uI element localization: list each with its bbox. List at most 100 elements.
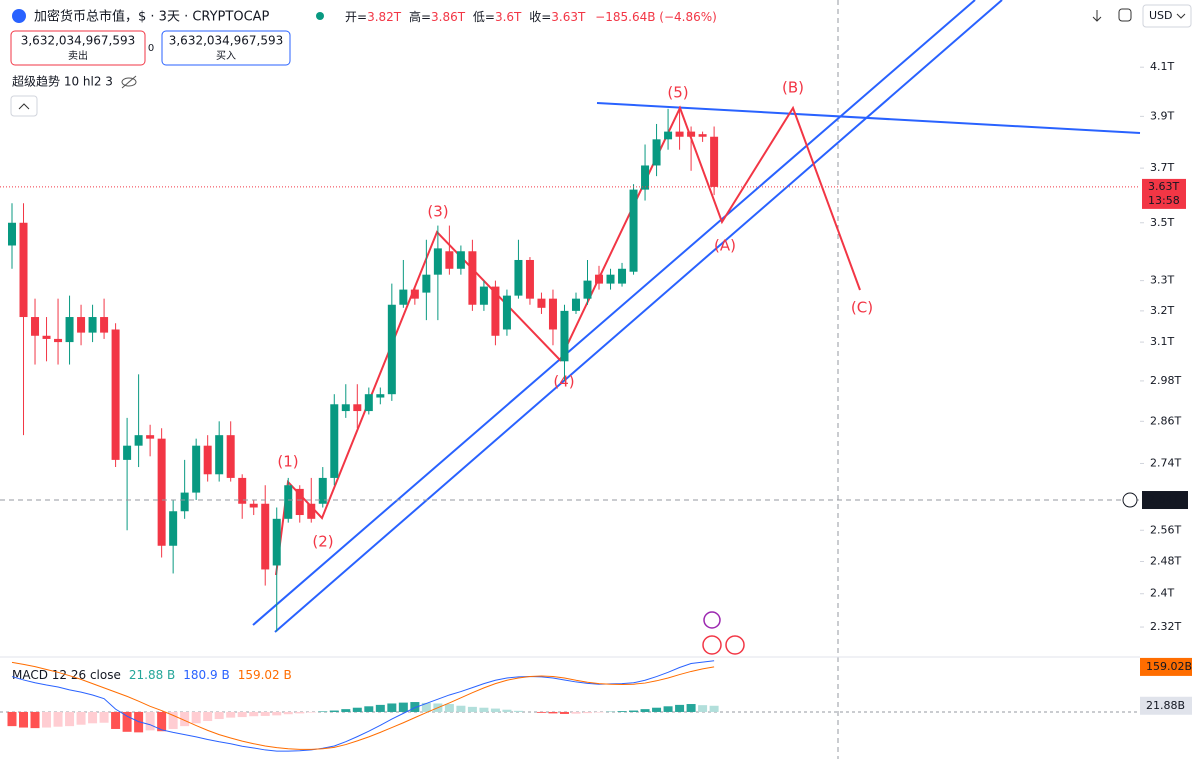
last-price-label: 3.63T	[1148, 180, 1179, 193]
candle-body	[157, 438, 166, 546]
histogram-bar	[42, 711, 52, 728]
histogram-bar	[88, 711, 98, 724]
wave-label: (3)	[427, 203, 448, 221]
wave-label: (2)	[312, 533, 333, 551]
histogram-bar	[168, 711, 178, 729]
ohlc-value: 3.82T	[367, 10, 402, 24]
buy-label: 买入	[216, 50, 236, 62]
candle-body	[629, 189, 638, 272]
candle-body	[261, 503, 270, 570]
spread: 0	[148, 43, 154, 54]
drawings	[252, 0, 1141, 633]
macd-legend: MACD 12 26 close 21.88 B 180.9 B 159.02 B	[12, 668, 292, 682]
macd-line	[11, 661, 715, 750]
axis-value-box	[1140, 657, 1192, 676]
last-price-box	[1142, 178, 1186, 209]
y-tick-label: 4.1T	[1150, 60, 1174, 73]
screenshot-icon[interactable]	[1118, 8, 1132, 22]
candle-body	[468, 251, 477, 305]
histogram-bar	[295, 711, 305, 714]
histogram-bar	[456, 705, 466, 712]
crosshair-box	[1142, 491, 1188, 510]
macd-value: 180.9 B	[183, 668, 229, 682]
event-icon[interactable]	[703, 611, 721, 629]
candle-body	[687, 131, 696, 137]
event-icon[interactable]	[702, 635, 722, 655]
histogram-bar	[467, 706, 477, 712]
candle-body	[445, 251, 454, 269]
axis-value-label: 159.02B	[1146, 660, 1192, 673]
candle-body	[88, 317, 97, 333]
candle-body	[675, 131, 684, 137]
collapse-button[interactable]	[10, 95, 38, 117]
buy-price: 3,632,034,967,593	[169, 34, 284, 48]
ohlc-label: 高=	[409, 9, 431, 24]
event-icons	[702, 611, 745, 655]
candle-body	[583, 280, 592, 299]
candle-body	[146, 435, 155, 439]
histogram-bar	[675, 704, 685, 712]
histogram-bar	[203, 711, 213, 722]
histogram-bar	[652, 707, 662, 712]
add-button	[1122, 492, 1138, 508]
trend-line	[252, 0, 976, 626]
countdown: 13:58	[1148, 194, 1180, 207]
histogram-bar	[698, 705, 708, 712]
y-tick-label: 3.3T	[1150, 274, 1174, 287]
candle-body	[502, 295, 511, 330]
candle-body	[652, 139, 661, 166]
download-icon[interactable]	[1092, 10, 1102, 22]
buy-button[interactable]	[161, 30, 291, 66]
candle-body	[284, 485, 293, 519]
logo	[12, 9, 26, 23]
ohlc-legend: 开=3.82T 高=3.86T 低=3.6T 收=3.63T −185.64B …	[345, 9, 717, 24]
y-tick-label: 2.48T	[1150, 554, 1181, 567]
histogram-bar	[410, 702, 420, 712]
candle-body	[19, 222, 28, 318]
ohlc-value: 3.63T	[551, 10, 586, 24]
candle-body	[387, 304, 396, 395]
candle-body	[100, 317, 109, 333]
histogram-bar	[19, 711, 29, 728]
macd-value: 21.88 B	[129, 668, 175, 682]
candle-body	[571, 298, 580, 311]
candle-body	[238, 477, 247, 504]
wave-label: (5)	[667, 84, 688, 102]
histogram-bar	[272, 711, 282, 716]
ohlc-label: 低=	[473, 10, 495, 24]
currency-button[interactable]	[1142, 4, 1192, 28]
candles	[8, 106, 719, 632]
candle-body	[710, 136, 719, 187]
macd-value: 159.02 B	[238, 668, 292, 682]
sell-button[interactable]	[10, 30, 146, 66]
eye-icon[interactable]	[121, 75, 137, 89]
axis-value-label: 21.88B	[1146, 699, 1185, 712]
histogram-bar	[583, 711, 592, 714]
histogram-bar	[617, 711, 627, 712]
candle-body	[456, 251, 465, 269]
y-tick-label: 2.56T	[1150, 523, 1181, 536]
candle-body	[422, 274, 431, 293]
candle-body	[560, 310, 569, 362]
status-dot	[316, 12, 324, 20]
candle-body	[353, 404, 362, 412]
histogram-bar	[548, 711, 558, 714]
histogram-bar	[65, 711, 75, 727]
histogram-bar	[226, 711, 236, 718]
histogram-bar	[329, 710, 339, 712]
candle-body	[537, 298, 546, 308]
histogram-bar	[111, 711, 121, 729]
histogram-bar	[53, 711, 63, 727]
y-tick-label: 3.2T	[1150, 304, 1174, 317]
candle-body	[123, 445, 132, 460]
ohlc-value: 3.6T	[495, 10, 522, 24]
crosshair-label: 2.64T	[1148, 493, 1179, 506]
sell-label: 卖出	[68, 49, 88, 62]
histogram-bar	[76, 711, 86, 725]
histogram-bar	[134, 711, 144, 733]
histogram-bar	[306, 711, 316, 713]
histogram-bar	[214, 711, 224, 720]
candle-body	[341, 404, 350, 412]
event-icon[interactable]	[725, 635, 745, 655]
